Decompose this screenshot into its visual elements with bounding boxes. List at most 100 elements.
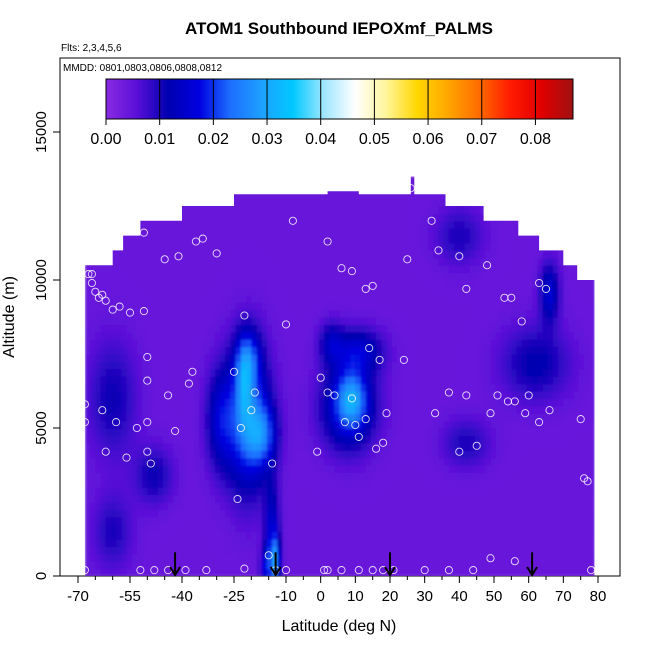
heatmap-cell bbox=[282, 502, 289, 510]
heatmap-cell bbox=[516, 494, 523, 503]
heatmap-cell bbox=[454, 280, 460, 288]
heatmap-cell bbox=[173, 235, 180, 244]
heatmap-cell bbox=[526, 302, 533, 311]
heatmap-cell bbox=[173, 243, 180, 251]
heatmap-cell bbox=[131, 509, 138, 518]
heatmap-cell bbox=[407, 428, 414, 436]
heatmap-cell bbox=[391, 183, 398, 192]
heatmap-cell bbox=[121, 183, 128, 192]
heatmap-cell bbox=[350, 354, 356, 362]
heatmap-cell bbox=[147, 524, 154, 533]
heatmap-cell bbox=[469, 354, 476, 362]
heatmap-cell bbox=[344, 272, 351, 281]
heatmap-cell bbox=[464, 302, 471, 311]
heatmap-cell bbox=[532, 243, 538, 251]
heatmap-cell bbox=[287, 331, 294, 340]
heatmap-cell bbox=[386, 302, 393, 311]
heatmap-cell bbox=[318, 494, 325, 503]
heatmap-cell bbox=[516, 339, 523, 348]
heatmap-cell bbox=[261, 428, 268, 436]
heatmap-cell bbox=[266, 391, 273, 399]
heatmap-cell bbox=[391, 435, 398, 444]
heatmap-cell bbox=[365, 257, 372, 266]
heatmap-cell bbox=[308, 413, 315, 422]
heatmap-cell bbox=[552, 317, 559, 325]
heatmap-cell bbox=[188, 383, 195, 392]
heatmap-cell bbox=[308, 302, 315, 311]
heatmap-cell bbox=[407, 568, 414, 576]
heatmap-cell bbox=[469, 191, 476, 200]
heatmap-cell bbox=[428, 176, 434, 185]
heatmap-cell bbox=[391, 546, 398, 555]
heatmap-cell bbox=[532, 539, 538, 547]
heatmap-cell bbox=[396, 183, 403, 192]
heatmap-cell bbox=[220, 198, 226, 207]
heatmap-cell bbox=[552, 302, 559, 311]
heatmap-cell bbox=[308, 346, 315, 355]
heatmap-cell bbox=[173, 317, 180, 325]
heatmap-cell bbox=[454, 479, 460, 488]
heatmap-cell bbox=[152, 428, 159, 436]
heatmap-cell bbox=[126, 206, 133, 214]
heatmap-cell bbox=[438, 516, 445, 525]
heatmap-cell bbox=[448, 398, 455, 407]
heatmap-cell bbox=[266, 561, 273, 570]
heatmap-cell bbox=[240, 450, 247, 459]
heatmap-cell bbox=[526, 183, 533, 192]
heatmap-cell bbox=[292, 502, 299, 510]
heatmap-cell bbox=[204, 457, 211, 466]
heatmap-cell bbox=[381, 479, 388, 488]
heatmap-cell bbox=[209, 183, 216, 192]
heatmap-cell bbox=[454, 198, 460, 207]
heatmap-cell bbox=[272, 376, 278, 385]
heatmap-cell bbox=[147, 553, 154, 562]
heatmap-cell bbox=[495, 331, 502, 340]
heatmap-cell bbox=[126, 450, 133, 459]
heatmap-cell bbox=[183, 435, 190, 444]
heatmap-cell bbox=[376, 376, 382, 385]
heatmap-cell bbox=[168, 413, 174, 422]
heatmap-cell bbox=[469, 435, 476, 444]
heatmap-cell bbox=[147, 413, 154, 422]
heatmap-cell bbox=[194, 509, 200, 518]
heatmap-cell bbox=[516, 287, 523, 296]
heatmap-cell bbox=[131, 442, 138, 451]
heatmap-cell bbox=[396, 339, 403, 348]
heatmap-cell bbox=[391, 465, 398, 473]
heatmap-cell bbox=[230, 553, 237, 562]
heatmap-cell bbox=[344, 383, 351, 392]
heatmap-cell bbox=[162, 324, 169, 333]
heatmap-cell bbox=[303, 228, 310, 237]
heatmap-cell bbox=[272, 472, 278, 481]
heatmap-cell bbox=[261, 405, 268, 414]
heatmap-cell bbox=[142, 309, 148, 318]
heatmap-cell bbox=[240, 309, 247, 318]
heatmap-cell bbox=[168, 539, 174, 547]
heatmap-cell bbox=[355, 516, 362, 525]
heatmap-cell bbox=[126, 346, 133, 355]
heatmap-cell bbox=[204, 450, 211, 459]
heatmap-cell bbox=[126, 494, 133, 503]
heatmap-cell bbox=[235, 442, 242, 451]
heatmap-cell bbox=[532, 346, 538, 355]
heatmap-cell bbox=[173, 405, 180, 414]
heatmap-cell bbox=[152, 228, 159, 237]
heatmap-cell bbox=[339, 346, 346, 355]
heatmap-cell bbox=[552, 435, 559, 444]
heatmap-cell bbox=[396, 413, 403, 422]
heatmap-cell bbox=[188, 331, 195, 340]
heatmap-cell bbox=[204, 502, 211, 510]
heatmap-cell bbox=[261, 457, 268, 466]
heatmap-cell bbox=[152, 479, 159, 488]
heatmap-cell bbox=[131, 198, 138, 207]
heatmap-cell bbox=[443, 479, 450, 488]
heatmap-cell bbox=[516, 331, 523, 340]
heatmap-cell bbox=[464, 272, 471, 281]
heatmap-cell bbox=[402, 509, 408, 518]
heatmap-cell bbox=[313, 206, 320, 214]
heatmap-cell bbox=[136, 206, 143, 214]
heatmap-cell bbox=[355, 509, 362, 518]
heatmap-cell bbox=[116, 294, 122, 303]
heatmap-cell bbox=[178, 568, 185, 576]
heatmap-cell bbox=[230, 524, 237, 533]
